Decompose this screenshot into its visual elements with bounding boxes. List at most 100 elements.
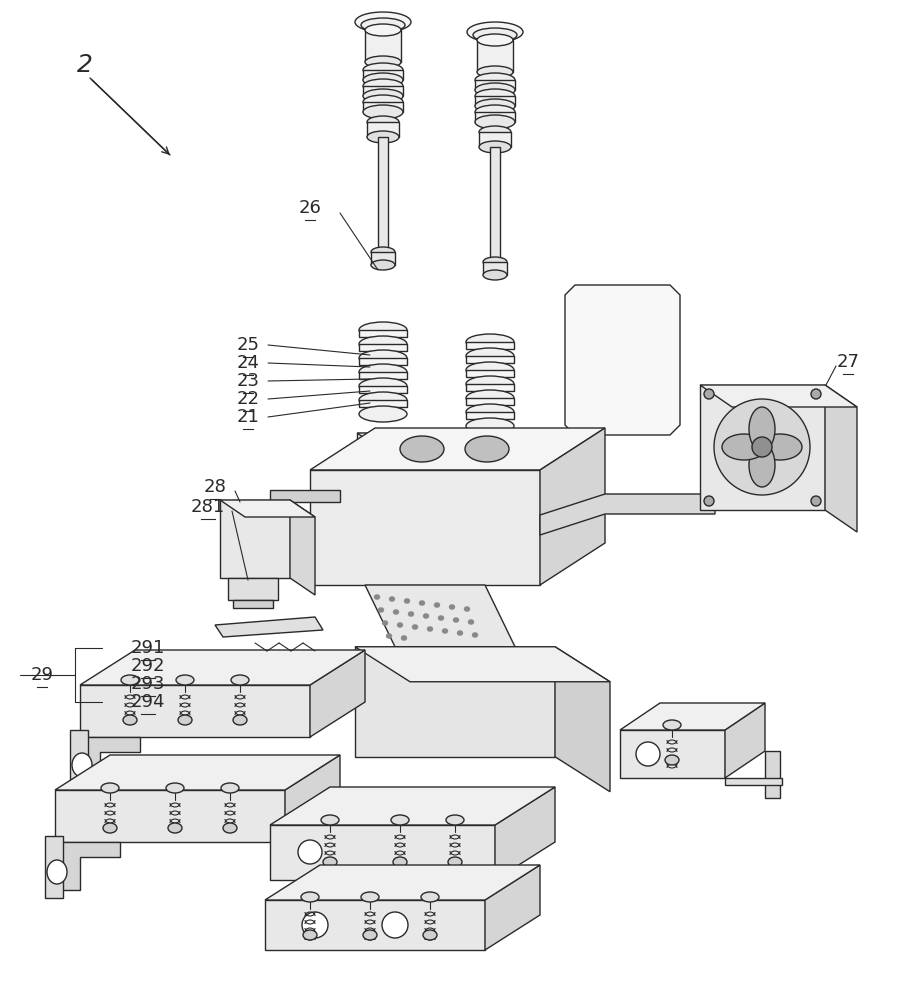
Polygon shape xyxy=(220,500,290,578)
Polygon shape xyxy=(516,445,531,497)
Ellipse shape xyxy=(464,606,470,611)
Ellipse shape xyxy=(453,617,459,622)
Polygon shape xyxy=(233,600,273,608)
Text: 291: 291 xyxy=(131,639,165,657)
Ellipse shape xyxy=(663,720,681,730)
Ellipse shape xyxy=(477,34,513,46)
Ellipse shape xyxy=(401,636,407,641)
Ellipse shape xyxy=(363,89,403,103)
Ellipse shape xyxy=(386,634,392,639)
Polygon shape xyxy=(375,475,391,493)
Polygon shape xyxy=(363,102,403,112)
Polygon shape xyxy=(464,445,531,455)
Polygon shape xyxy=(495,787,555,880)
Ellipse shape xyxy=(374,594,380,599)
Polygon shape xyxy=(310,650,365,737)
Ellipse shape xyxy=(466,334,514,350)
Ellipse shape xyxy=(449,604,455,609)
Polygon shape xyxy=(466,398,514,405)
Ellipse shape xyxy=(47,860,67,884)
Ellipse shape xyxy=(361,892,379,902)
Text: 2: 2 xyxy=(77,53,93,77)
Ellipse shape xyxy=(479,126,511,138)
Ellipse shape xyxy=(221,783,239,793)
Ellipse shape xyxy=(72,753,92,777)
Polygon shape xyxy=(55,842,120,890)
Ellipse shape xyxy=(359,336,407,352)
Polygon shape xyxy=(359,400,407,407)
Ellipse shape xyxy=(166,783,184,793)
Ellipse shape xyxy=(475,99,515,113)
Ellipse shape xyxy=(434,602,440,607)
Ellipse shape xyxy=(365,56,401,68)
Text: 29: 29 xyxy=(31,666,53,684)
Polygon shape xyxy=(45,836,63,898)
Ellipse shape xyxy=(475,115,515,129)
Ellipse shape xyxy=(704,389,714,399)
Ellipse shape xyxy=(665,755,679,765)
Polygon shape xyxy=(228,578,278,600)
Ellipse shape xyxy=(303,930,317,940)
Polygon shape xyxy=(620,730,725,778)
Ellipse shape xyxy=(446,815,464,825)
Ellipse shape xyxy=(371,247,395,257)
Ellipse shape xyxy=(355,12,411,32)
Text: 21: 21 xyxy=(237,408,259,426)
Text: 293: 293 xyxy=(131,675,165,693)
Ellipse shape xyxy=(811,496,821,506)
Ellipse shape xyxy=(302,912,328,938)
Ellipse shape xyxy=(421,892,439,902)
Polygon shape xyxy=(55,790,285,842)
Ellipse shape xyxy=(465,436,509,462)
Ellipse shape xyxy=(475,89,515,103)
Polygon shape xyxy=(464,445,516,487)
Ellipse shape xyxy=(301,892,319,902)
Polygon shape xyxy=(355,647,610,682)
Polygon shape xyxy=(359,344,407,351)
Ellipse shape xyxy=(408,611,414,616)
Ellipse shape xyxy=(382,912,408,938)
Polygon shape xyxy=(490,147,500,262)
Ellipse shape xyxy=(749,407,775,451)
Polygon shape xyxy=(367,122,399,137)
Polygon shape xyxy=(310,470,540,585)
Polygon shape xyxy=(365,30,401,62)
Ellipse shape xyxy=(363,105,403,119)
Polygon shape xyxy=(466,412,514,419)
Ellipse shape xyxy=(427,626,433,632)
Ellipse shape xyxy=(493,459,507,473)
Ellipse shape xyxy=(475,105,515,119)
Ellipse shape xyxy=(223,823,237,833)
Ellipse shape xyxy=(393,857,407,867)
Polygon shape xyxy=(359,372,407,379)
Polygon shape xyxy=(270,787,555,825)
Polygon shape xyxy=(270,825,495,880)
Ellipse shape xyxy=(321,815,339,825)
Polygon shape xyxy=(700,385,857,407)
Polygon shape xyxy=(310,428,605,470)
Ellipse shape xyxy=(636,742,660,766)
Polygon shape xyxy=(466,370,514,377)
Polygon shape xyxy=(477,40,513,72)
Ellipse shape xyxy=(466,348,514,364)
Polygon shape xyxy=(265,900,485,950)
Ellipse shape xyxy=(176,675,194,685)
Ellipse shape xyxy=(475,83,515,97)
Ellipse shape xyxy=(466,404,514,420)
Ellipse shape xyxy=(479,141,511,153)
Ellipse shape xyxy=(393,609,399,614)
Ellipse shape xyxy=(391,815,409,825)
Polygon shape xyxy=(475,96,515,106)
Ellipse shape xyxy=(363,930,377,940)
Polygon shape xyxy=(483,262,507,275)
Polygon shape xyxy=(725,703,765,778)
Ellipse shape xyxy=(231,675,249,685)
Polygon shape xyxy=(359,386,407,393)
Ellipse shape xyxy=(473,28,517,42)
Polygon shape xyxy=(80,650,365,685)
Ellipse shape xyxy=(423,613,429,618)
Ellipse shape xyxy=(365,24,401,36)
Ellipse shape xyxy=(466,418,514,434)
Polygon shape xyxy=(363,70,403,80)
Text: 28: 28 xyxy=(204,478,226,496)
